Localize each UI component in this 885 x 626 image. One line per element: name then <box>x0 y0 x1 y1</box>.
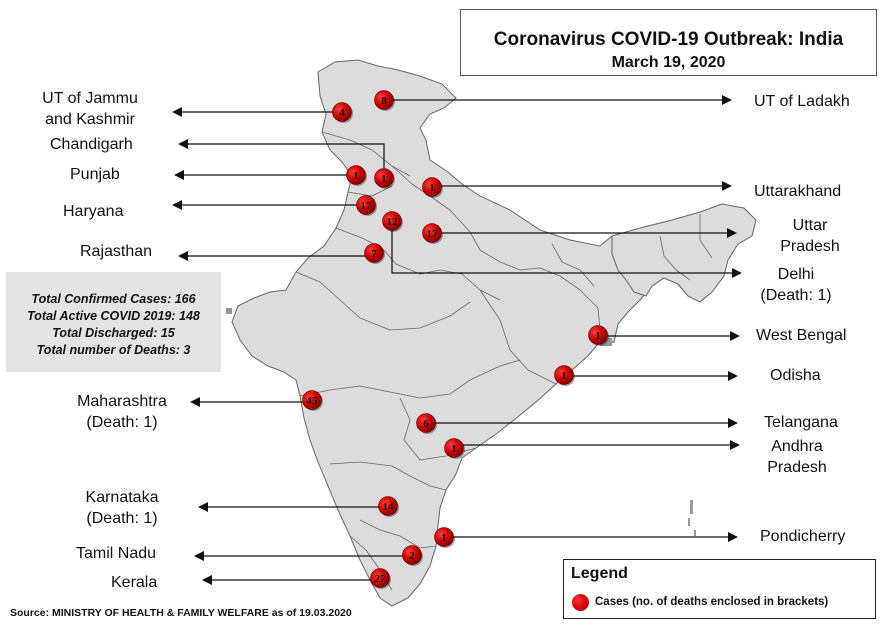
map-title: Coronavirus COVID-19 Outbreak: India <box>493 29 844 50</box>
case-count: 2 <box>409 550 415 562</box>
label-jammu-kashmir: UT of Jammu and Kashmir <box>42 90 138 128</box>
legend-marker-icon <box>572 594 589 611</box>
case-count: 1 <box>451 443 457 455</box>
case-count: 1 <box>381 173 387 185</box>
label-west-bengal: West Bengal <box>756 327 847 344</box>
case-count: 1 <box>353 170 359 182</box>
northeast-region <box>611 203 757 303</box>
label-haryana: Haryana <box>63 203 124 220</box>
legend-text: Cases (no. of deaths enclosed in bracket… <box>595 596 829 608</box>
case-marker-kerala: 27 <box>370 568 391 589</box>
arrow-delhi <box>391 230 742 278</box>
label-kerala: Kerala <box>111 574 158 591</box>
label-tamil-nadu: Tamil Nadu <box>76 545 157 562</box>
case-marker-delhi: 12 <box>382 211 403 232</box>
label-chandigarh: Chandigarh <box>50 136 133 153</box>
case-count: 1 <box>561 370 567 382</box>
case-count: 6 <box>423 418 429 430</box>
case-count: 1 <box>429 182 435 194</box>
case-marker-telangana: 6 <box>416 413 437 434</box>
case-marker-punjab: 1 <box>346 165 367 186</box>
case-marker-ut-of-jammu-and-kashmir: 4 <box>332 102 353 123</box>
case-marker-west-bengal: 1 <box>588 325 609 346</box>
case-count: 4 <box>339 107 345 119</box>
case-count: 17 <box>361 200 373 212</box>
stat-discharged: Total Discharged: 15 <box>52 326 175 340</box>
stat-deaths: Total number of Deaths: 3 <box>36 343 191 357</box>
case-count: 27 <box>375 573 387 585</box>
case-count: 45 <box>307 395 319 407</box>
india-mainland <box>231 59 753 607</box>
case-count: 7 <box>371 248 377 260</box>
case-marker-karnataka: 14 <box>378 496 399 517</box>
label-andhra-pradesh: Andhra Pradesh <box>767 438 827 476</box>
case-count: 14 <box>383 501 395 513</box>
stats-box: Total Confirmed Cases: 166 Total Active … <box>6 272 221 372</box>
case-marker-pondicherry: 1 <box>434 527 455 548</box>
case-marker-haryana: 17 <box>356 195 377 216</box>
case-marker-odisha: 1 <box>554 365 575 386</box>
label-maharashtra: Maharashtra (Death: 1) <box>77 393 167 431</box>
legend: Legend Cases (no. of deaths enclosed in … <box>563 559 876 619</box>
title-box: Coronavirus COVID-19 Outbreak: India Mar… <box>460 9 877 76</box>
case-marker-ut-of-ladakh: 8 <box>374 90 395 111</box>
connector-arrows <box>172 95 742 585</box>
case-count: 17 <box>427 228 439 240</box>
arrow-chandigarh <box>178 139 385 176</box>
source-note: Source: MINISTRY OF HEALTH & FAMILY WELF… <box>10 607 352 619</box>
case-count: 1 <box>441 532 447 544</box>
case-marker-andhra-pradesh: 1 <box>444 438 465 459</box>
case-marker-uttar-pradesh: 17 <box>422 223 443 244</box>
case-count: 12 <box>387 216 399 228</box>
label-uttar-pradesh: Uttar Pradesh <box>780 217 840 255</box>
label-ladakh: UT of Ladakh <box>754 93 850 110</box>
case-count: 1 <box>595 330 601 342</box>
case-marker-maharashtra: 45 <box>302 390 323 411</box>
case-marker-uttarakhand: 1 <box>422 177 443 198</box>
label-karnataka: Karnataka (Death: 1) <box>85 489 159 527</box>
label-delhi: Delhi (Death: 1) <box>760 266 832 304</box>
label-uttarakhand: Uttarakhand <box>754 183 842 200</box>
case-count: 8 <box>381 95 387 107</box>
label-telangana: Telangana <box>764 414 838 431</box>
label-punjab: Punjab <box>70 166 120 183</box>
map-date: March 19, 2020 <box>611 54 726 71</box>
stat-confirmed: Total Confirmed Cases: 166 <box>31 292 196 306</box>
case-marker-chandigarh: 1 <box>374 168 395 189</box>
label-odisha: Odisha <box>770 367 821 384</box>
label-pondicherry: Pondicherry <box>760 528 846 545</box>
legend-title: Legend <box>571 565 628 582</box>
case-marker-tamil-nadu: 2 <box>402 545 423 566</box>
stat-active: Total Active COVID 2019: 148 <box>27 309 200 323</box>
case-marker-rajasthan: 7 <box>364 243 385 264</box>
label-rajasthan: Rajasthan <box>80 243 153 260</box>
